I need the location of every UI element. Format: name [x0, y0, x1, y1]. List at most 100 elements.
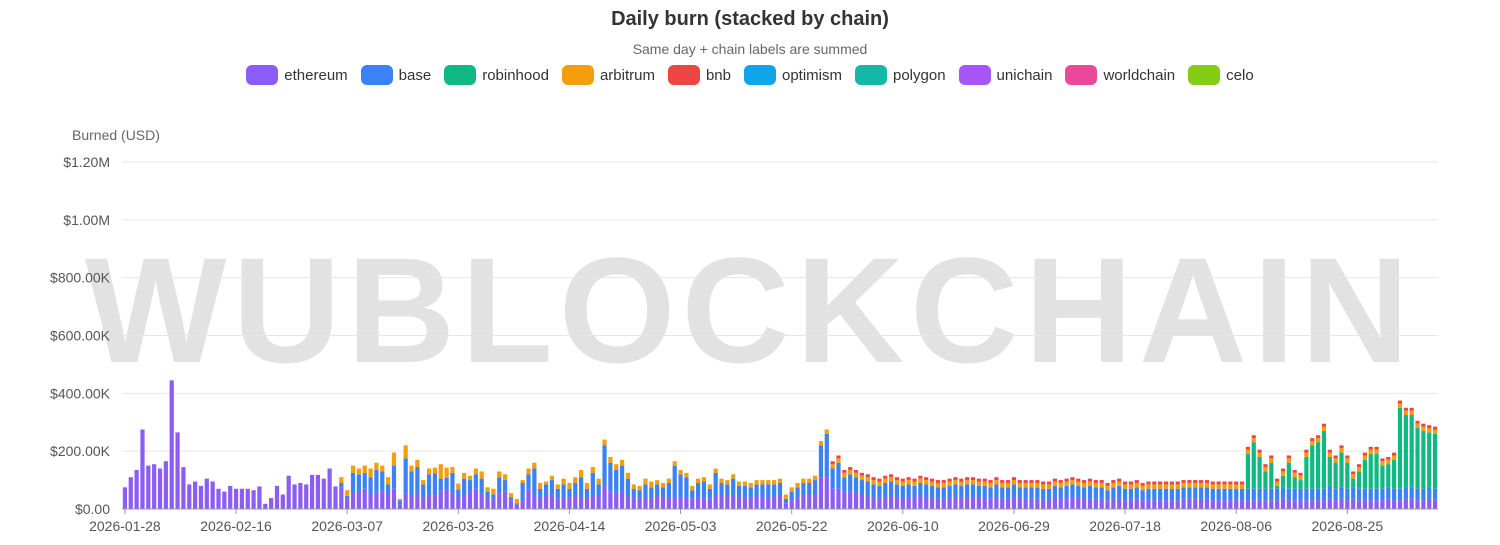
bar-segment-base[interactable] [655, 484, 660, 496]
bar-segment-ethereum[interactable] [707, 498, 712, 509]
bar-segment-arbitrum[interactable] [1152, 484, 1157, 489]
bar-segment-base[interactable] [1345, 488, 1350, 501]
bar-segment-base[interactable] [380, 471, 385, 492]
bar-segment-bnb[interactable] [1035, 480, 1040, 483]
bar-segment-bnb[interactable] [994, 477, 999, 481]
bar-segment-ethereum[interactable] [157, 468, 163, 509]
bar-segment-base[interactable] [1023, 487, 1028, 499]
bar-segment-base[interactable] [736, 485, 742, 498]
bar-segment-base[interactable] [590, 472, 595, 496]
bar-segment-arbitrum[interactable] [1228, 484, 1233, 489]
bar-segment-arbitrum[interactable] [1087, 481, 1093, 486]
bar-segment-base[interactable] [1041, 488, 1046, 501]
bar-segment-base[interactable] [1029, 487, 1034, 499]
bar-segment-base[interactable] [725, 484, 730, 496]
bar-segment-ethereum[interactable] [842, 491, 847, 509]
bar-segment-arbitrum[interactable] [479, 471, 484, 479]
bar-segment-bnb[interactable] [1099, 480, 1104, 483]
bar-segment-bnb[interactable] [924, 477, 929, 481]
bar-segment-arbitrum[interactable] [350, 465, 356, 473]
bar-segment-base[interactable] [818, 445, 824, 478]
bar-segment-arbitrum[interactable] [807, 478, 812, 483]
bar-segment-bnb[interactable] [912, 478, 917, 482]
bar-segment-bnb[interactable] [830, 461, 835, 465]
bar-segment-base[interactable] [514, 503, 519, 505]
bar-segment-bnb[interactable] [1275, 478, 1280, 482]
bar-segment-arbitrum[interactable] [1304, 452, 1309, 457]
bar-segment-base[interactable] [853, 477, 859, 494]
bar-segment-ethereum[interactable] [1163, 500, 1169, 509]
bar-segment-robinhood[interactable] [1280, 475, 1286, 488]
bar-segment-robinhood[interactable] [1339, 452, 1344, 488]
bar-segment-arbitrum[interactable] [894, 480, 900, 485]
bar-segment-arbitrum[interactable] [947, 481, 952, 486]
bar-segment-bnb[interactable] [1234, 481, 1239, 485]
bar-segment-arbitrum[interactable] [462, 472, 467, 479]
bar-segment-base[interactable] [929, 485, 935, 498]
bar-segment-arbitrum[interactable] [889, 477, 894, 482]
bar-segment-ethereum[interactable] [1292, 500, 1297, 509]
bar-segment-base[interactable] [678, 474, 683, 498]
bar-segment-ethereum[interactable] [982, 497, 987, 509]
bar-segment-arbitrum[interactable] [678, 469, 683, 475]
bar-segment-base[interactable] [1187, 487, 1192, 499]
bar-segment-arbitrum[interactable] [573, 477, 578, 483]
bar-segment-ethereum[interactable] [1181, 498, 1186, 509]
bar-segment-base[interactable] [906, 484, 911, 498]
bar-segment-ethereum[interactable] [579, 497, 584, 509]
bar-segment-ethereum[interactable] [222, 491, 227, 509]
bar-segment-arbitrum[interactable] [959, 481, 964, 486]
bar-segment-ethereum[interactable] [309, 474, 315, 509]
bar-segment-bnb[interactable] [970, 477, 976, 481]
bar-segment-bnb[interactable] [1257, 449, 1262, 453]
bar-segment-ethereum[interactable] [1421, 500, 1426, 509]
bar-segment-bnb[interactable] [1210, 481, 1215, 485]
bar-segment-arbitrum[interactable] [1181, 482, 1186, 488]
bar-segment-arbitrum[interactable] [438, 464, 443, 479]
bar-segment-arbitrum[interactable] [1140, 485, 1145, 491]
bar-segment-bnb[interactable] [1076, 478, 1081, 482]
bar-segment-ethereum[interactable] [801, 494, 806, 509]
bar-segment-ethereum[interactable] [415, 493, 420, 509]
bar-segment-arbitrum[interactable] [1000, 482, 1005, 488]
bar-segment-arbitrum[interactable] [748, 482, 753, 488]
bar-segment-base[interactable] [1228, 488, 1233, 501]
bar-segment-ethereum[interactable] [1058, 498, 1063, 509]
bar-segment-arbitrum[interactable] [754, 480, 759, 485]
bar-segment-ethereum[interactable] [1193, 498, 1198, 509]
bar-segment-base[interactable] [690, 490, 695, 499]
bar-segment-arbitrum[interactable] [579, 469, 584, 478]
bar-segment-base[interactable] [976, 485, 981, 498]
bar-segment-ethereum[interactable] [514, 504, 519, 509]
bar-segment-ethereum[interactable] [1152, 500, 1157, 509]
bar-segment-arbitrum[interactable] [1403, 410, 1408, 416]
bar-segment-bnb[interactable] [1397, 400, 1403, 404]
bar-segment-ethereum[interactable] [871, 497, 876, 509]
bar-segment-base[interactable] [1292, 488, 1297, 501]
bar-segment-arbitrum[interactable] [1006, 482, 1011, 488]
bar-segment-ethereum[interactable] [719, 495, 724, 509]
bar-segment-base[interactable] [649, 487, 654, 499]
bar-segment-arbitrum[interactable] [848, 469, 853, 475]
bar-segment-ethereum[interactable] [280, 494, 285, 509]
bar-segment-base[interactable] [871, 484, 876, 498]
bar-segment-base[interactable] [549, 480, 554, 495]
bar-segment-ethereum[interactable] [134, 469, 139, 509]
bar-segment-base[interactable] [473, 474, 478, 489]
bar-segment-ethereum[interactable] [356, 491, 361, 509]
bar-segment-ethereum[interactable] [766, 497, 771, 509]
bar-segment-arbitrum[interactable] [1392, 455, 1397, 460]
bar-segment-ethereum[interactable] [906, 497, 911, 509]
bar-segment-ethereum[interactable] [1432, 500, 1438, 509]
bar-segment-ethereum[interactable] [140, 429, 145, 509]
bar-segment-bnb[interactable] [1380, 458, 1385, 462]
bar-segment-base[interactable] [889, 481, 894, 496]
bar-segment-base[interactable] [1374, 488, 1379, 501]
bar-segment-ethereum[interactable] [824, 477, 829, 509]
bar-segment-arbitrum[interactable] [1380, 461, 1385, 466]
bar-segment-ethereum[interactable] [789, 500, 794, 509]
bar-segment-base[interactable] [1386, 487, 1391, 499]
bar-segment-ethereum[interactable] [245, 488, 250, 509]
bar-segment-robinhood[interactable] [1292, 477, 1297, 489]
bar-segment-base[interactable] [660, 487, 666, 498]
